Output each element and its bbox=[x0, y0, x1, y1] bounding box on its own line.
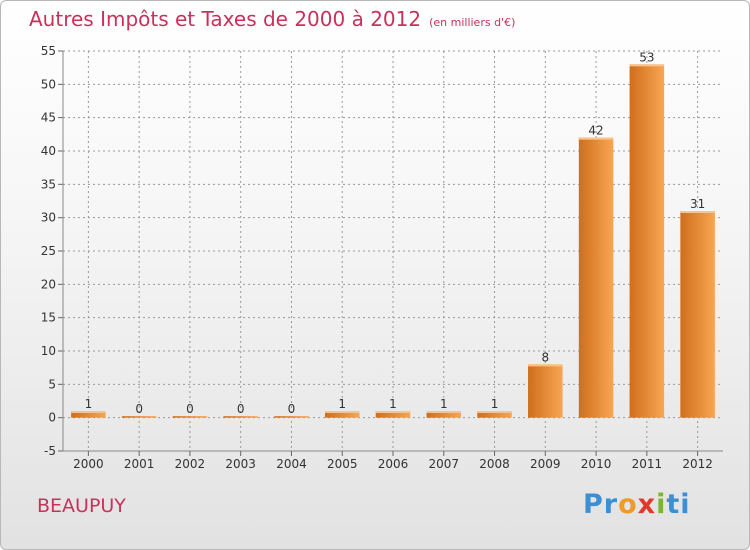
bar bbox=[121, 416, 157, 418]
data-label: 0 bbox=[135, 402, 143, 416]
y-tick-label: 0 bbox=[48, 411, 56, 425]
x-tick-label: 2001 bbox=[124, 457, 155, 471]
x-tick-label: 2000 bbox=[73, 457, 104, 471]
y-tick-label: 55 bbox=[41, 44, 56, 58]
data-label: 53 bbox=[639, 50, 654, 64]
y-tick-label: 50 bbox=[41, 77, 56, 91]
data-label: 1 bbox=[338, 397, 346, 411]
x-tick-label: 2006 bbox=[378, 457, 409, 471]
data-label: 8 bbox=[541, 350, 549, 364]
data-label: 1 bbox=[440, 397, 448, 411]
x-tick-label: 2012 bbox=[682, 457, 713, 471]
y-tick-label: 35 bbox=[41, 177, 56, 191]
data-label: 0 bbox=[288, 402, 296, 416]
bar bbox=[477, 411, 512, 418]
proxiti-logo: Proxiti bbox=[583, 489, 691, 520]
bar bbox=[324, 411, 360, 418]
y-tick-label: 5 bbox=[48, 377, 56, 391]
bar-highlight bbox=[324, 411, 360, 413]
bar bbox=[528, 364, 563, 418]
x-tick-label: 2009 bbox=[530, 457, 561, 471]
bar bbox=[629, 64, 665, 418]
x-tick-label: 2005 bbox=[327, 457, 358, 471]
bar-highlight bbox=[426, 411, 462, 413]
y-tick-label: 15 bbox=[41, 311, 56, 325]
data-label: 1 bbox=[491, 397, 499, 411]
y-tick-label: 25 bbox=[41, 244, 56, 258]
logo-part-3: x bbox=[637, 489, 657, 520]
data-label: 1 bbox=[389, 397, 397, 411]
y-tick-label: 10 bbox=[41, 344, 56, 358]
bar bbox=[375, 411, 411, 418]
y-tick-label: 20 bbox=[41, 277, 56, 291]
y-tick-label: -5 bbox=[44, 444, 56, 458]
bar bbox=[578, 137, 614, 418]
x-tick-label: 2011 bbox=[632, 457, 663, 471]
bar-highlight bbox=[680, 211, 715, 213]
title-text: Autres Impôts et Taxes de 2000 à 2012 bbox=[29, 7, 422, 31]
logo-part-1: Pr bbox=[583, 489, 619, 520]
place-name: BEAUPUY bbox=[37, 495, 126, 517]
bar bbox=[426, 411, 462, 418]
y-tick-label: 40 bbox=[41, 144, 56, 158]
bar-highlight bbox=[629, 64, 665, 67]
bar bbox=[680, 211, 715, 418]
data-label: 1 bbox=[85, 397, 93, 411]
y-tick-label: 45 bbox=[41, 111, 56, 125]
data-label: 0 bbox=[186, 402, 194, 416]
x-tick-label: 2010 bbox=[581, 457, 612, 471]
logo-part-5: ti bbox=[666, 489, 691, 520]
y-tick-label: 30 bbox=[41, 211, 56, 225]
chart-subtitle: (en milliers d'€) bbox=[429, 16, 516, 29]
bar-highlight bbox=[477, 411, 512, 413]
bars bbox=[71, 64, 715, 418]
x-tick-label: 2003 bbox=[225, 457, 256, 471]
bar-highlight bbox=[528, 364, 563, 367]
chart-title: Autres Impôts et Taxes de 2000 à 2012 (en… bbox=[29, 7, 515, 31]
bar bbox=[172, 416, 208, 418]
bar-highlight bbox=[71, 411, 106, 413]
data-label: 31 bbox=[690, 197, 705, 211]
logo-part-4: i bbox=[656, 489, 667, 520]
x-tick-label: 2007 bbox=[428, 457, 459, 471]
data-label: 42 bbox=[588, 124, 603, 138]
x-tick-label: 2008 bbox=[479, 457, 510, 471]
bar-highlight bbox=[578, 137, 614, 140]
data-label: 0 bbox=[237, 402, 245, 416]
x-tick-label: 2004 bbox=[276, 457, 307, 471]
bar bbox=[71, 411, 106, 418]
x-tick-label: 2002 bbox=[175, 457, 206, 471]
bar bbox=[274, 416, 309, 418]
grid-lines bbox=[63, 50, 723, 452]
data-labels: 1 0 0 0 0 1 1 1 1 8 42 53 31 bbox=[85, 50, 706, 416]
bar bbox=[223, 416, 258, 418]
logo-part-2: o bbox=[618, 489, 638, 520]
bar-highlight bbox=[375, 411, 411, 413]
